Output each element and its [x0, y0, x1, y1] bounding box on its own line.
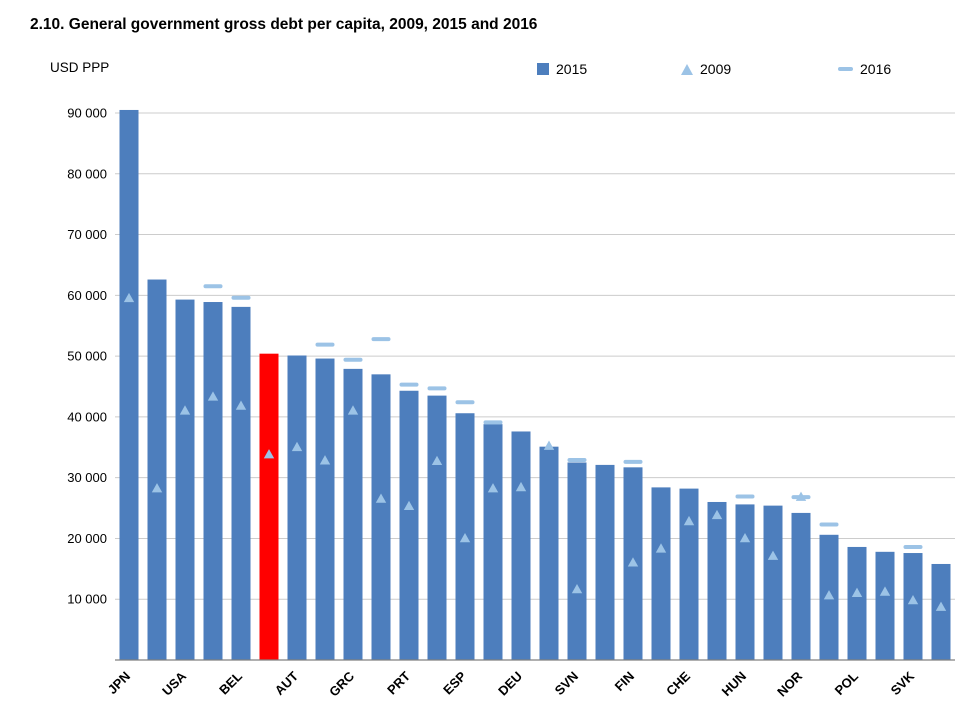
marker-2009-triangle: [655, 543, 667, 553]
y-axis-unit-label: USD PPP: [50, 60, 110, 75]
x-axis-label: CHE: [663, 668, 693, 698]
bar-2015: [119, 109, 139, 660]
y-tick-label: 60 000: [67, 288, 107, 303]
legend-label-2009: 2009: [700, 61, 732, 77]
marker-2009-triangle: [907, 594, 919, 605]
y-tick-label: 70 000: [67, 227, 107, 242]
bar-2015: [287, 355, 307, 660]
marker-2009-triangle: [711, 509, 723, 520]
legend-item-2009: 2009: [681, 61, 731, 77]
bar-2015: [847, 546, 867, 660]
marker-2009-triangle: [487, 483, 499, 493]
x-axis-label: HUN: [719, 669, 750, 700]
bar-2015: [315, 358, 335, 660]
marker-2009-triangle: [151, 483, 163, 493]
bar-2015: [175, 299, 195, 660]
legend-square-icon: [537, 63, 549, 75]
x-axis-label: POL: [832, 668, 862, 698]
bar-2015: [931, 563, 951, 660]
bar-2015: [399, 390, 419, 660]
chart-title: 2.10. General government gross debt per …: [30, 16, 538, 33]
y-tick-label: 40 000: [67, 409, 107, 424]
legend-dash-icon: [838, 67, 853, 71]
bar-2015: [679, 488, 699, 660]
bar-2015-highlighted: [259, 353, 279, 660]
legend-triangle-icon: [681, 63, 693, 75]
bar-2015: [511, 431, 531, 660]
x-axis-label: USA: [159, 668, 189, 698]
marker-2009-triangle: [571, 583, 583, 594]
bar-2015: [203, 302, 223, 660]
marker-2009-triangle: [235, 400, 247, 410]
legend-item-2015: 2015: [537, 61, 587, 77]
marker-2009-triangle: [515, 481, 527, 492]
bar-2015: [371, 374, 391, 660]
marker-2009-triangle: [403, 500, 415, 511]
marker-2009-triangle: [627, 557, 639, 567]
marker-2009-triangle: [431, 455, 443, 466]
y-tick-label: 50 000: [67, 349, 107, 364]
x-axis-label: GRC: [326, 668, 357, 699]
bar-2015: [595, 464, 615, 660]
marker-2009-triangle: [795, 491, 807, 501]
y-tick-label: 90 000: [67, 106, 107, 121]
x-axis-label: SVK: [888, 668, 918, 698]
bar-2015: [567, 462, 587, 660]
marker-2009-triangle: [263, 449, 275, 459]
x-axis-label: PRT: [384, 668, 413, 697]
marker-2009-triangle: [459, 532, 471, 543]
marker-2009-triangle: [739, 532, 751, 543]
marker-2009-triangle: [851, 587, 863, 597]
marker-2009-triangle: [347, 405, 359, 415]
bar-2015: [791, 512, 811, 660]
legend-label-2016: 2016: [860, 61, 892, 77]
bar-2015: [427, 395, 447, 660]
bar-2015: [903, 553, 923, 660]
marker-2009-triangle: [823, 590, 835, 600]
legend-item-2016: 2016: [838, 61, 891, 77]
x-axis-label: DEU: [495, 669, 525, 699]
marker-2009-triangle: [291, 441, 303, 452]
x-axis-label: NOR: [774, 668, 805, 699]
x-axis-label: ESP: [440, 668, 469, 697]
x-axis-label: FIN: [612, 669, 637, 694]
marker-2009-triangle: [767, 550, 779, 560]
y-tick-label: 30 000: [67, 470, 107, 485]
x-axis-label: BEL: [216, 668, 245, 697]
marker-2009-triangle: [935, 601, 947, 611]
bar-2015: [147, 279, 167, 660]
marker-2009-triangle: [879, 586, 891, 596]
bar-2015: [651, 487, 671, 660]
bar-2015: [707, 501, 727, 660]
marker-2009-triangle: [683, 515, 695, 526]
bar-2015: [763, 505, 783, 660]
bar-2015: [735, 504, 755, 660]
marker-2009-triangle: [319, 455, 331, 465]
bar-2015: [875, 551, 895, 660]
y-tick-label: 20 000: [67, 531, 107, 546]
y-tick-label: 80 000: [67, 166, 107, 181]
x-axis-label: JPN: [105, 669, 133, 697]
y-tick-label: 10 000: [67, 592, 107, 607]
marker-2009-triangle: [123, 292, 135, 303]
bar-2015: [231, 306, 251, 660]
marker-2009-triangle: [375, 493, 387, 503]
marker-2009-triangle: [207, 391, 219, 401]
x-axis-label: SVN: [552, 669, 582, 699]
bar-2015: [343, 368, 363, 660]
bar-2015: [483, 424, 503, 660]
marker-2009-triangle: [179, 405, 191, 415]
bar-2015: [539, 446, 559, 660]
legend-label-2015: 2015: [556, 61, 588, 77]
x-axis-label: AUT: [272, 668, 302, 698]
marker-2009-triangle: [543, 440, 555, 450]
